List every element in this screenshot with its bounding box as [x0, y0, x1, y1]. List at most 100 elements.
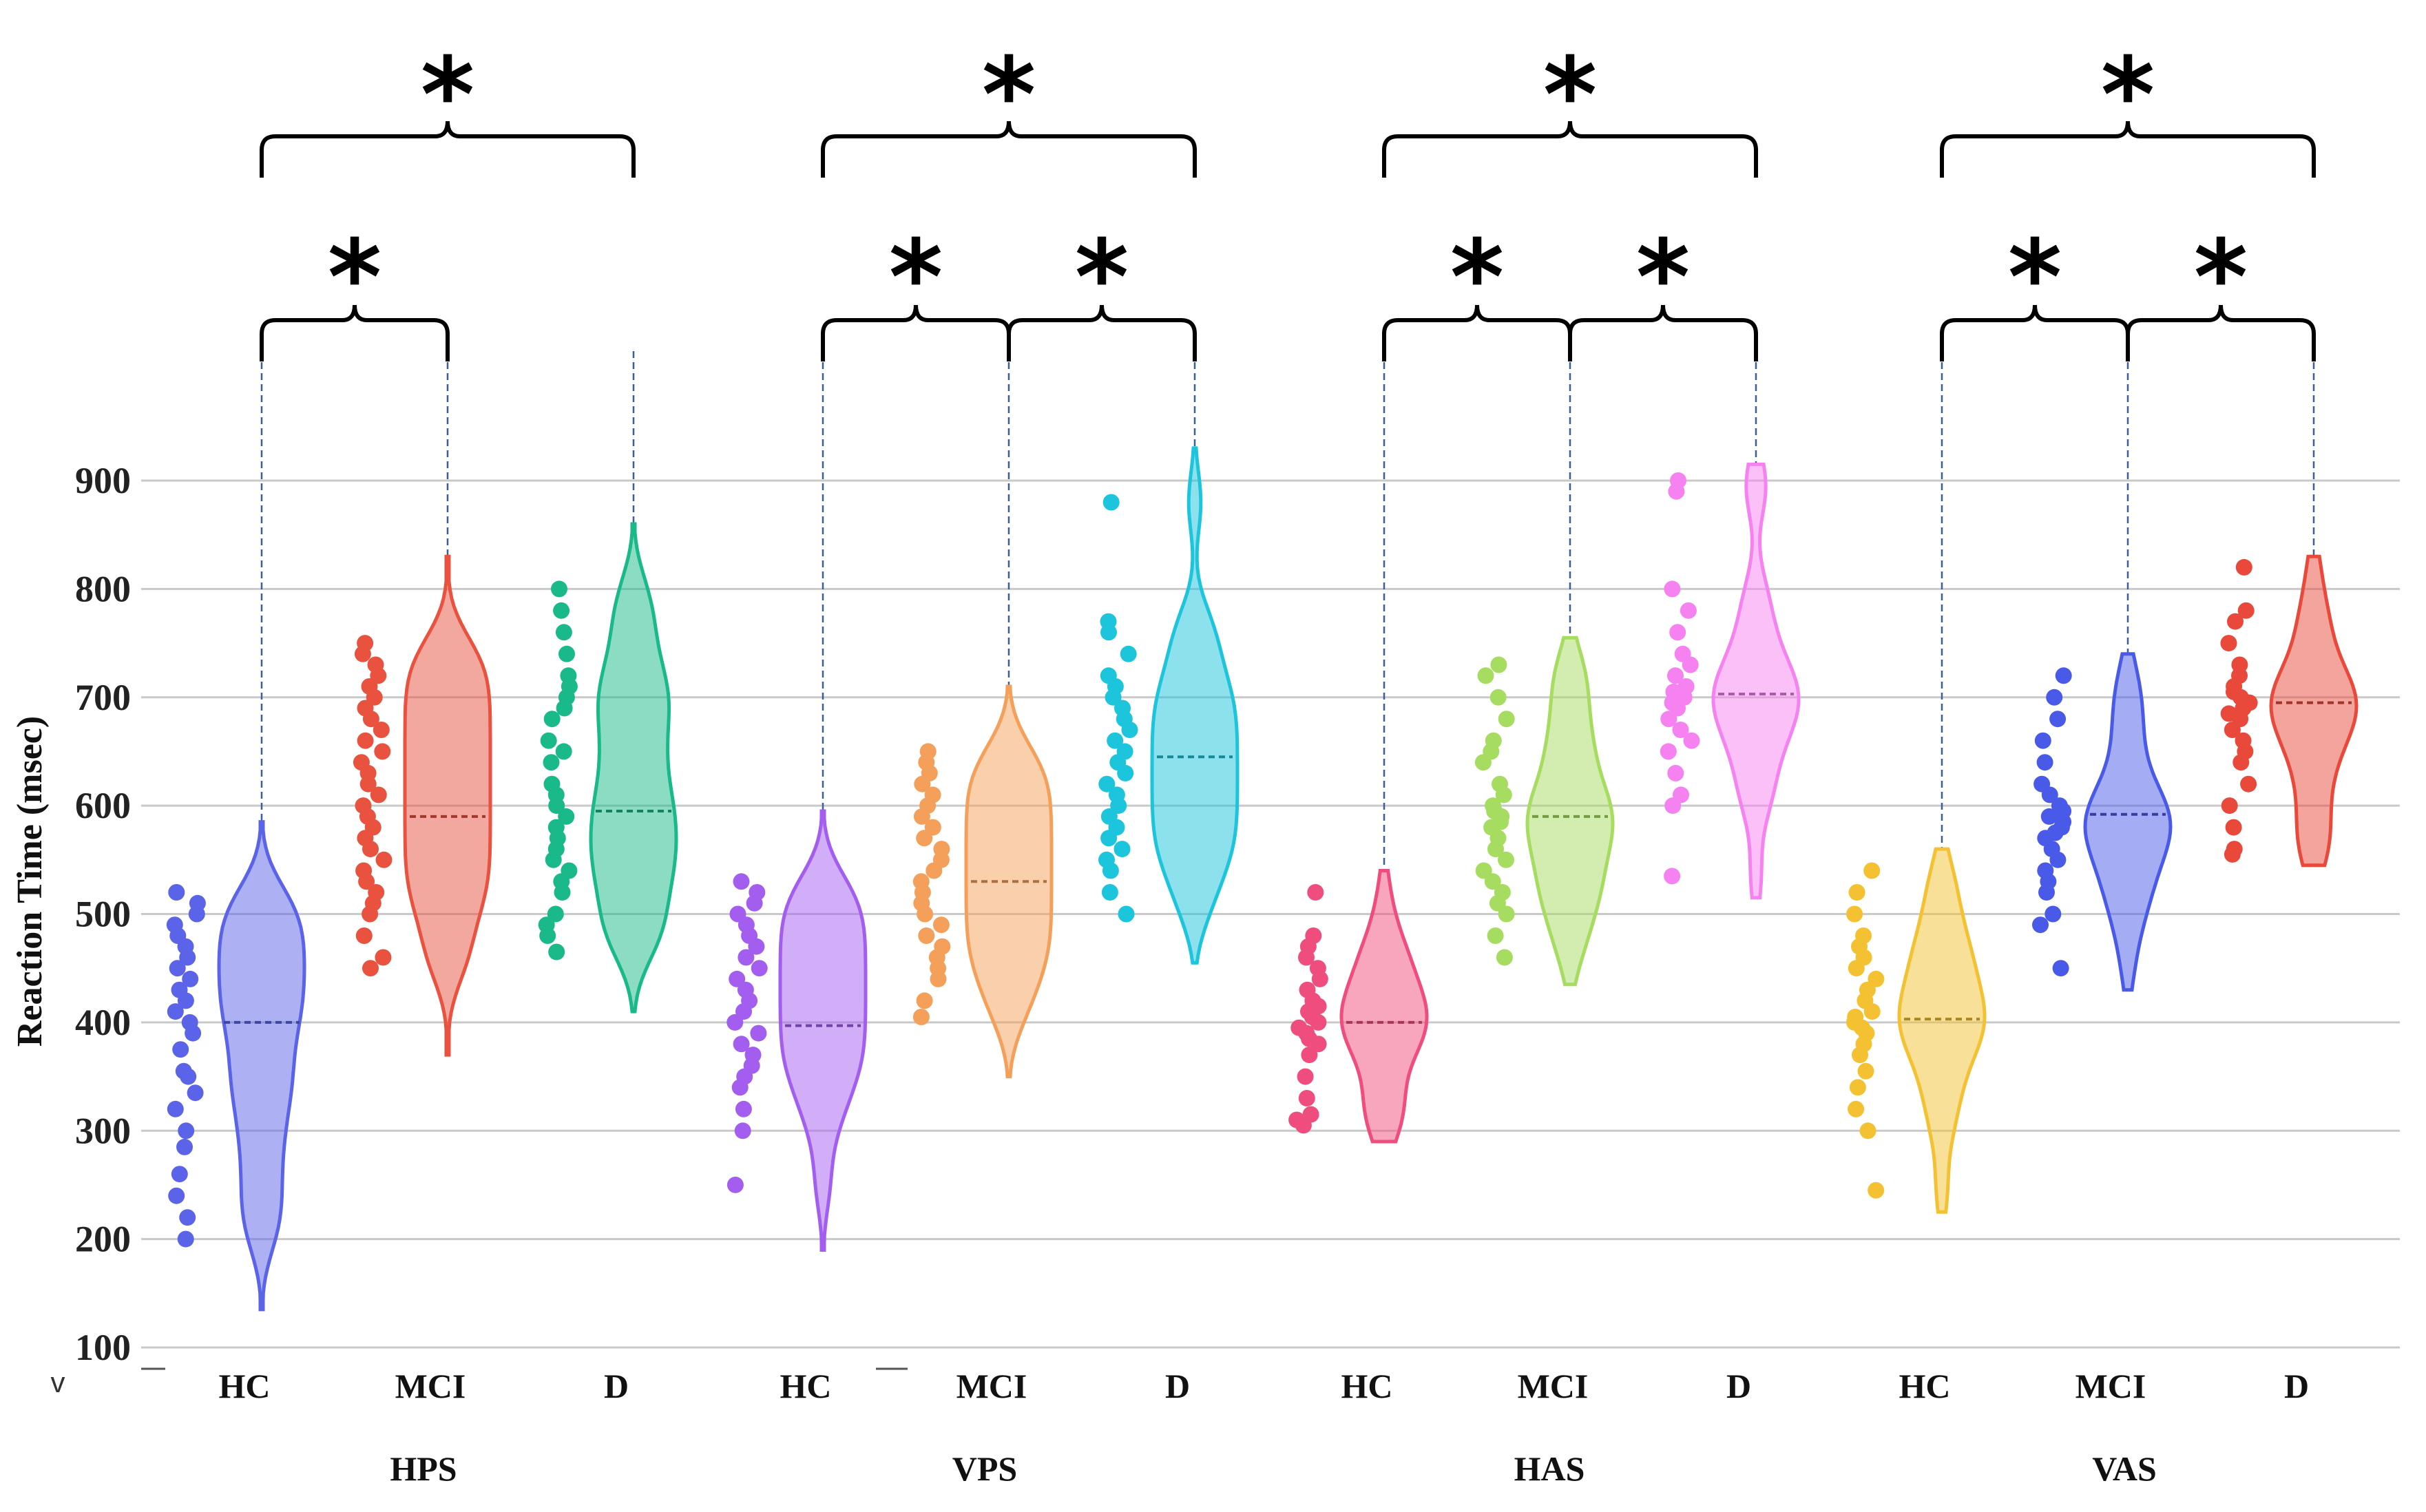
data-point — [734, 1122, 751, 1140]
data-point — [2032, 916, 2049, 934]
data-point — [2227, 613, 2244, 630]
data-point — [1665, 683, 1682, 700]
data-point — [561, 862, 578, 879]
violin-vps-d — [1150, 446, 1240, 965]
data-point — [912, 1009, 930, 1025]
group-label: HPS — [390, 1449, 457, 1488]
data-point — [924, 786, 941, 804]
significance-star: * — [1450, 218, 1504, 338]
data-point — [560, 667, 577, 684]
data-point — [543, 711, 561, 728]
data-point — [1496, 949, 1513, 966]
data-point — [2046, 689, 2063, 706]
data-point — [2052, 960, 2069, 977]
significance-star: * — [1075, 218, 1129, 338]
category-label: HC — [1899, 1367, 1951, 1405]
bracket-hc-mci — [1382, 304, 1572, 361]
data-point — [168, 884, 185, 901]
data-point — [2226, 841, 2243, 858]
data-point — [1683, 732, 1700, 749]
data-point — [2049, 711, 2067, 728]
data-point — [918, 927, 935, 944]
significance-star: * — [1636, 218, 1690, 338]
violin-vas-d — [2269, 554, 2359, 868]
data-point — [548, 943, 565, 960]
significance-star: * — [421, 36, 474, 156]
category-label: D — [1165, 1367, 1190, 1405]
data-point — [1113, 841, 1131, 858]
violin-hps-hc — [217, 820, 306, 1312]
data-point — [733, 873, 750, 890]
category-label: HC — [780, 1367, 832, 1405]
category-label: HC — [1341, 1367, 1393, 1405]
data-point — [933, 841, 950, 858]
data-point — [733, 1036, 750, 1053]
data-point — [543, 754, 560, 771]
significance-star: * — [2008, 218, 2062, 338]
data-point — [1309, 960, 1326, 977]
y-axis-ticks: 100 200 300 400 500 600 700 800 900 — [75, 460, 908, 1370]
y-tick-label: 600 — [75, 785, 131, 826]
data-point — [1288, 1111, 1306, 1128]
data-point — [1490, 656, 1507, 673]
data-point — [1485, 797, 1501, 815]
data-point — [178, 1122, 195, 1140]
data-point — [375, 949, 392, 966]
data-point — [2037, 862, 2054, 879]
data-point — [912, 873, 930, 890]
data-point — [553, 602, 570, 619]
data-point — [187, 1084, 204, 1102]
data-point — [558, 645, 575, 662]
data-point — [924, 819, 941, 836]
data-point — [1487, 927, 1504, 944]
data-point — [1848, 884, 1865, 901]
bracket-mci-d — [1007, 304, 1197, 361]
data-point — [357, 700, 374, 717]
data-point — [558, 808, 575, 825]
plot-area — [166, 351, 2359, 1312]
y-tick-label: 500 — [75, 894, 131, 935]
data-point — [171, 1166, 188, 1183]
data-point — [543, 775, 561, 792]
data-point — [177, 1230, 194, 1248]
data-point — [1846, 905, 1863, 923]
data-point — [179, 1209, 196, 1226]
violin-has-d — [1711, 462, 1801, 900]
gridlines — [141, 479, 2400, 1349]
data-point — [1098, 851, 1115, 868]
data-point — [729, 970, 746, 987]
data-point — [370, 786, 387, 804]
data-point — [355, 797, 372, 815]
data-point — [2040, 808, 2058, 825]
data-point — [189, 894, 206, 912]
data-point — [1670, 472, 1686, 489]
data-point — [547, 819, 565, 836]
data-point — [538, 916, 555, 934]
data-point — [1299, 981, 1316, 998]
data-point — [744, 1047, 762, 1064]
data-point — [1485, 732, 1502, 749]
data-point — [176, 1138, 193, 1155]
data-point — [2240, 775, 2257, 792]
data-point — [751, 960, 768, 977]
data-point — [1489, 689, 1507, 706]
violin-vps-mci — [964, 684, 1054, 1079]
data-point — [1859, 1122, 1876, 1140]
data-point — [355, 862, 373, 879]
data-point — [1669, 624, 1686, 641]
data-point — [2033, 775, 2051, 792]
group-label: VAS — [2092, 1449, 2157, 1488]
data-point — [738, 949, 755, 966]
data-point — [1673, 786, 1689, 804]
violin-vas-mci — [2083, 652, 2173, 992]
data-point — [1302, 1106, 1319, 1123]
data-point — [368, 884, 385, 901]
bracket-mci-d — [2126, 304, 2316, 361]
data-point — [175, 1062, 192, 1080]
data-point — [1667, 667, 1684, 684]
category-label: HC — [219, 1367, 271, 1405]
data-point — [2220, 635, 2237, 652]
data-point — [1848, 1100, 1865, 1117]
bracket-mci-d — [1568, 304, 1758, 361]
data-point — [1101, 884, 1118, 901]
